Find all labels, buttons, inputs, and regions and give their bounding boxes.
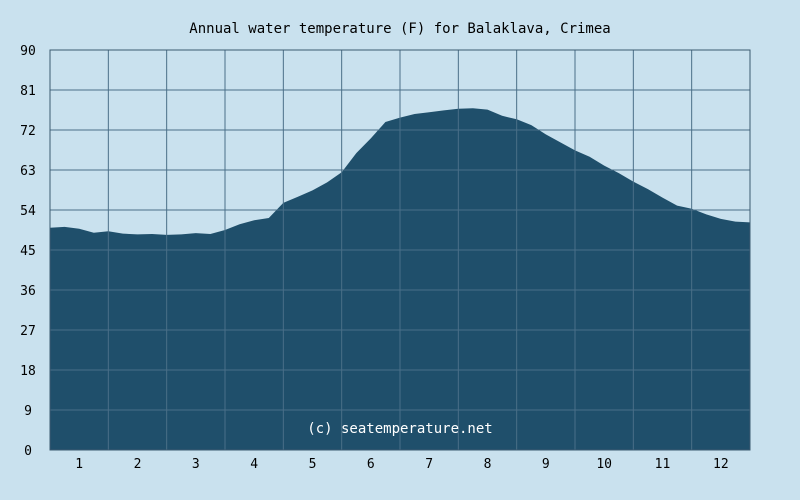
x-axis: 1 2 3 4 5 6 7 8 9 10 11 12 [75,457,728,472]
y-tick-label: 45 [20,244,36,259]
x-tick-label: 4 [250,457,258,472]
x-tick-label: 2 [134,457,142,472]
watermark: (c) seatemperature.net [307,421,492,437]
y-axis: 0 9 18 27 36 45 54 63 72 81 90 [20,44,36,459]
x-tick-label: 9 [542,457,550,472]
y-tick-label: 18 [20,364,36,379]
grid-lines [49,49,751,451]
y-tick-label: 90 [20,44,36,59]
x-tick-label: 7 [425,457,433,472]
x-tick-label: 3 [192,457,200,472]
y-tick-label: 27 [20,324,36,339]
x-tick-label: 6 [367,457,375,472]
plot-border [49,49,751,451]
y-tick-label: 81 [20,84,36,99]
y-tick-label: 63 [20,164,36,179]
y-tick-label: 72 [20,124,36,139]
y-tick-label: 9 [24,404,32,419]
y-tick-label: 0 [24,444,32,459]
y-tick-label: 54 [20,204,36,219]
x-tick-label: 11 [655,457,671,472]
y-tick-label: 36 [20,284,36,299]
x-tick-label: 8 [484,457,492,472]
x-tick-label: 5 [309,457,317,472]
x-tick-label: 1 [75,457,83,472]
x-tick-label: 12 [713,457,729,472]
x-tick-label: 10 [596,457,612,472]
chart-title: Annual water temperature (F) for Balakla… [189,21,610,37]
